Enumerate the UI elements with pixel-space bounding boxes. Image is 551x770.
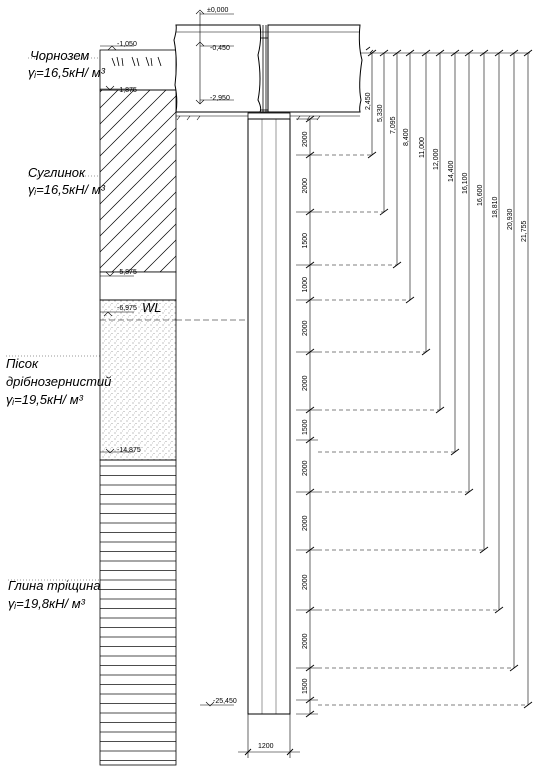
depth-tick	[450, 49, 460, 57]
elevation-labels: ±0,000 -0,450 -2,950 -1,050 -1,875 -5,87…	[117, 7, 237, 705]
svg-text:Чорнозем: Чорнозем	[30, 48, 89, 63]
depth-label: 12,000	[433, 148, 440, 170]
svg-text:γᵢ=19,8кН/ м³: γᵢ=19,8кН/ м³	[8, 596, 86, 611]
segment-label: 2000	[302, 460, 309, 476]
depth-tick	[509, 664, 519, 672]
svg-text:Глина тріщина: Глина тріщина	[8, 578, 101, 593]
depth-label: 18,810	[492, 196, 499, 218]
depth-label: 11,000	[419, 137, 426, 158]
depth-label: 8,400	[403, 128, 410, 146]
svg-text:Пісок: Пісок	[6, 356, 39, 371]
depth-tick	[509, 49, 519, 57]
depth-tick	[367, 49, 377, 57]
segment-label: 1500	[302, 233, 309, 249]
segment-labels: 2000 2000 1500 1000 2000 2000 1500 2000 2000 2000…	[302, 131, 309, 694]
segment-label: 2000	[302, 178, 309, 194]
depth-tick	[392, 49, 402, 57]
layer-labels: Чорнозем γᵢ=16,5кН/ м³ Суглинок γᵢ=16,5к…	[6, 48, 111, 611]
svg-text:дрібнозернистий: дрібнозернистий	[6, 374, 111, 389]
segment-label: 2000	[302, 515, 309, 531]
svg-text:-25,450: -25,450	[213, 698, 237, 705]
topsoil-symbols	[111, 56, 162, 67]
depth-tick	[367, 151, 377, 159]
svg-text:-6,975: -6,975	[117, 305, 137, 312]
soil-column	[99, 49, 177, 766]
svg-text:-2,950: -2,950	[210, 95, 230, 102]
depth-label: 14,400	[448, 160, 455, 182]
sand-dry-layer	[99, 271, 177, 301]
depth-label: 16,600	[477, 184, 484, 206]
depth-label: 20,930	[507, 208, 514, 230]
depth-tick	[494, 606, 504, 614]
svg-text:±0,000: ±0,000	[207, 7, 228, 14]
svg-text:-1,050: -1,050	[117, 41, 137, 48]
svg-text:-0,450: -0,450	[210, 45, 230, 52]
segment-label: 2000	[302, 375, 309, 391]
depth-label: 5,330	[377, 104, 384, 122]
depth-tick	[405, 49, 415, 57]
depth-dimensions	[318, 46, 533, 709]
segment-label: 2000	[302, 131, 309, 147]
svg-text:γᵢ=16,5кН/ м³: γᵢ=16,5кН/ м³	[28, 182, 106, 197]
chornozem-layer	[99, 49, 177, 91]
svg-text:WL: WL	[142, 300, 162, 315]
segment-label: 1500	[302, 419, 309, 435]
loam-layer	[99, 89, 177, 273]
segment-label: 2000	[302, 633, 309, 649]
depth-label: 16,100	[462, 172, 469, 194]
pile-diameter-dimension	[238, 714, 300, 758]
segment-label: 2000	[302, 320, 309, 336]
svg-text:-14,875: -14,875	[117, 447, 141, 454]
svg-text:Суглинок: Суглинок	[28, 165, 86, 180]
depth-tick	[379, 49, 389, 57]
segment-label: 1500	[302, 678, 309, 694]
depth-tick	[464, 49, 474, 57]
grillage	[173, 24, 363, 121]
depth-tick	[421, 49, 431, 57]
depth-tick	[494, 49, 504, 57]
clay-layer	[99, 459, 177, 766]
elevation-marks	[100, 9, 248, 707]
depth-tick	[523, 701, 533, 709]
svg-text:-1,875: -1,875	[117, 87, 137, 94]
depth-label: 2,450	[365, 92, 372, 110]
depth-tick	[479, 546, 489, 554]
depth-label: 21,755	[521, 220, 528, 242]
depth-label: 7,095	[390, 116, 397, 134]
svg-text:-5,875: -5,875	[117, 269, 137, 276]
depth-tick	[435, 49, 445, 57]
sand-saturated-layer	[99, 299, 177, 461]
depth-tick	[479, 49, 489, 57]
pile	[247, 112, 291, 715]
pile-diameter-label: 1200	[258, 743, 274, 750]
depth-labels: 2,450 5,330 7,095 8,400 11,000 12,000 14,400 16…	[365, 92, 528, 242]
segment-dimension-chain	[296, 115, 318, 718]
segment-label: 1000	[302, 277, 309, 293]
segment-label: 2000	[302, 574, 309, 590]
svg-text:γᵢ=16,5кН/ м³: γᵢ=16,5кН/ м³	[28, 65, 106, 80]
depth-tick	[523, 49, 533, 57]
svg-text:γᵢ=19,5кН/ м³: γᵢ=19,5кН/ м³	[6, 392, 84, 407]
